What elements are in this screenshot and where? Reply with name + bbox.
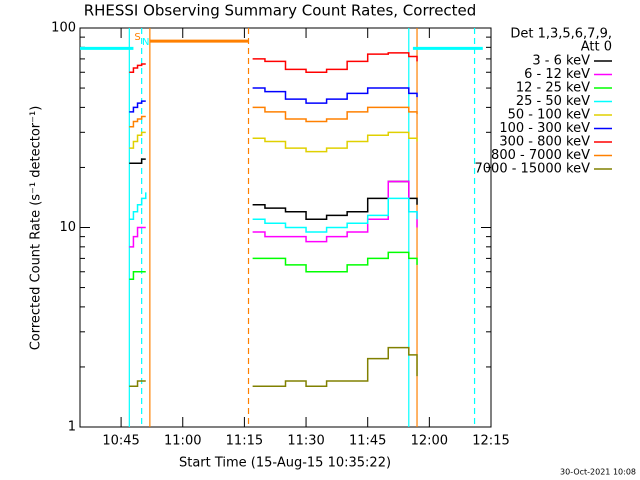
series-line — [129, 52, 418, 74]
series-line — [129, 180, 418, 248]
x-tick-label: 12:00 — [411, 434, 448, 449]
y-tick-label: 1 — [68, 420, 76, 435]
legend-label: 300 - 800 keV — [499, 135, 590, 150]
flag-label: S — [134, 32, 140, 43]
legend-label: 50 - 100 keV — [508, 108, 591, 123]
series-line — [129, 106, 418, 128]
series-line — [129, 87, 418, 113]
legend-header: Att 0 — [581, 40, 612, 55]
x-tick-label: 11:30 — [287, 434, 324, 449]
footer: 30-Oct-2021 10:08 — [560, 468, 636, 477]
series-line — [129, 131, 418, 153]
x-tick-label: 11:45 — [349, 434, 386, 449]
x-tick-label: 11:15 — [226, 434, 263, 449]
chart-title: RHESSI Observing Summary Count Rates, Co… — [84, 2, 477, 20]
x-tick-label: 10:45 — [102, 434, 139, 449]
y-tick-label: 100 — [51, 21, 76, 36]
x-axis-label: Start Time (15-Aug-15 10:35:22) — [179, 456, 391, 471]
y-tick-label: 10 — [59, 220, 76, 235]
legend-label: 6 - 12 keV — [524, 67, 590, 82]
legend-label: 800 - 7000 keV — [491, 148, 590, 163]
y-axis-label: Corrected Count Rate (s⁻¹ detector⁻¹) — [29, 106, 44, 351]
series-line — [129, 158, 418, 220]
series-line — [129, 251, 418, 281]
legend-label: 25 - 50 keV — [516, 94, 590, 109]
series-line — [129, 346, 418, 388]
legend-label: 3 - 6 keV — [532, 54, 590, 69]
legend-label: 100 - 300 keV — [499, 121, 590, 136]
x-tick-label: 12:15 — [472, 434, 509, 449]
legend-label: 7000 - 15000 keV — [475, 162, 591, 177]
series-line — [129, 192, 418, 233]
legend-header: Det 1,3,5,6,7,9, — [510, 27, 612, 42]
x-tick-label: 11:00 — [164, 434, 201, 449]
flag-label: N — [142, 37, 149, 48]
legend-label: 12 - 25 keV — [516, 81, 590, 96]
